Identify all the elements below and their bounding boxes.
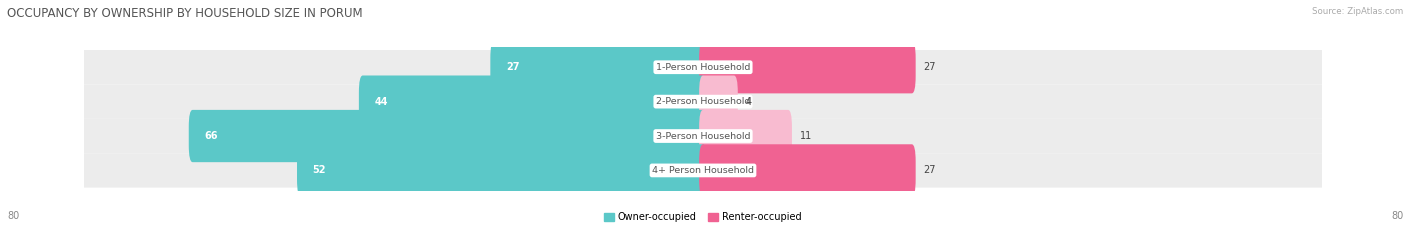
FancyBboxPatch shape bbox=[38, 153, 1368, 188]
Text: 44: 44 bbox=[374, 97, 388, 107]
Text: 4+ Person Household: 4+ Person Household bbox=[652, 166, 754, 175]
Text: Source: ZipAtlas.com: Source: ZipAtlas.com bbox=[1312, 7, 1403, 16]
Text: 52: 52 bbox=[312, 165, 326, 175]
FancyBboxPatch shape bbox=[38, 50, 1368, 84]
FancyBboxPatch shape bbox=[491, 41, 707, 93]
Text: 1-Person Household: 1-Person Household bbox=[655, 63, 751, 72]
FancyBboxPatch shape bbox=[188, 110, 707, 162]
Text: 80: 80 bbox=[1391, 211, 1403, 221]
Text: 11: 11 bbox=[800, 131, 811, 141]
Legend: Owner-occupied, Renter-occupied: Owner-occupied, Renter-occupied bbox=[600, 208, 806, 226]
FancyBboxPatch shape bbox=[699, 41, 915, 93]
Text: 4: 4 bbox=[745, 97, 752, 107]
FancyBboxPatch shape bbox=[38, 84, 1368, 119]
Text: 3-Person Household: 3-Person Household bbox=[655, 131, 751, 140]
FancyBboxPatch shape bbox=[699, 75, 738, 128]
FancyBboxPatch shape bbox=[38, 119, 1368, 153]
Text: 66: 66 bbox=[204, 131, 218, 141]
Text: 2-Person Household: 2-Person Household bbox=[655, 97, 751, 106]
FancyBboxPatch shape bbox=[359, 75, 707, 128]
Text: 27: 27 bbox=[924, 165, 936, 175]
Text: 80: 80 bbox=[7, 211, 20, 221]
Text: 27: 27 bbox=[506, 62, 519, 72]
FancyBboxPatch shape bbox=[699, 144, 915, 197]
Text: OCCUPANCY BY OWNERSHIP BY HOUSEHOLD SIZE IN PORUM: OCCUPANCY BY OWNERSHIP BY HOUSEHOLD SIZE… bbox=[7, 7, 363, 20]
FancyBboxPatch shape bbox=[699, 110, 792, 162]
Text: 27: 27 bbox=[924, 62, 936, 72]
FancyBboxPatch shape bbox=[297, 144, 707, 197]
